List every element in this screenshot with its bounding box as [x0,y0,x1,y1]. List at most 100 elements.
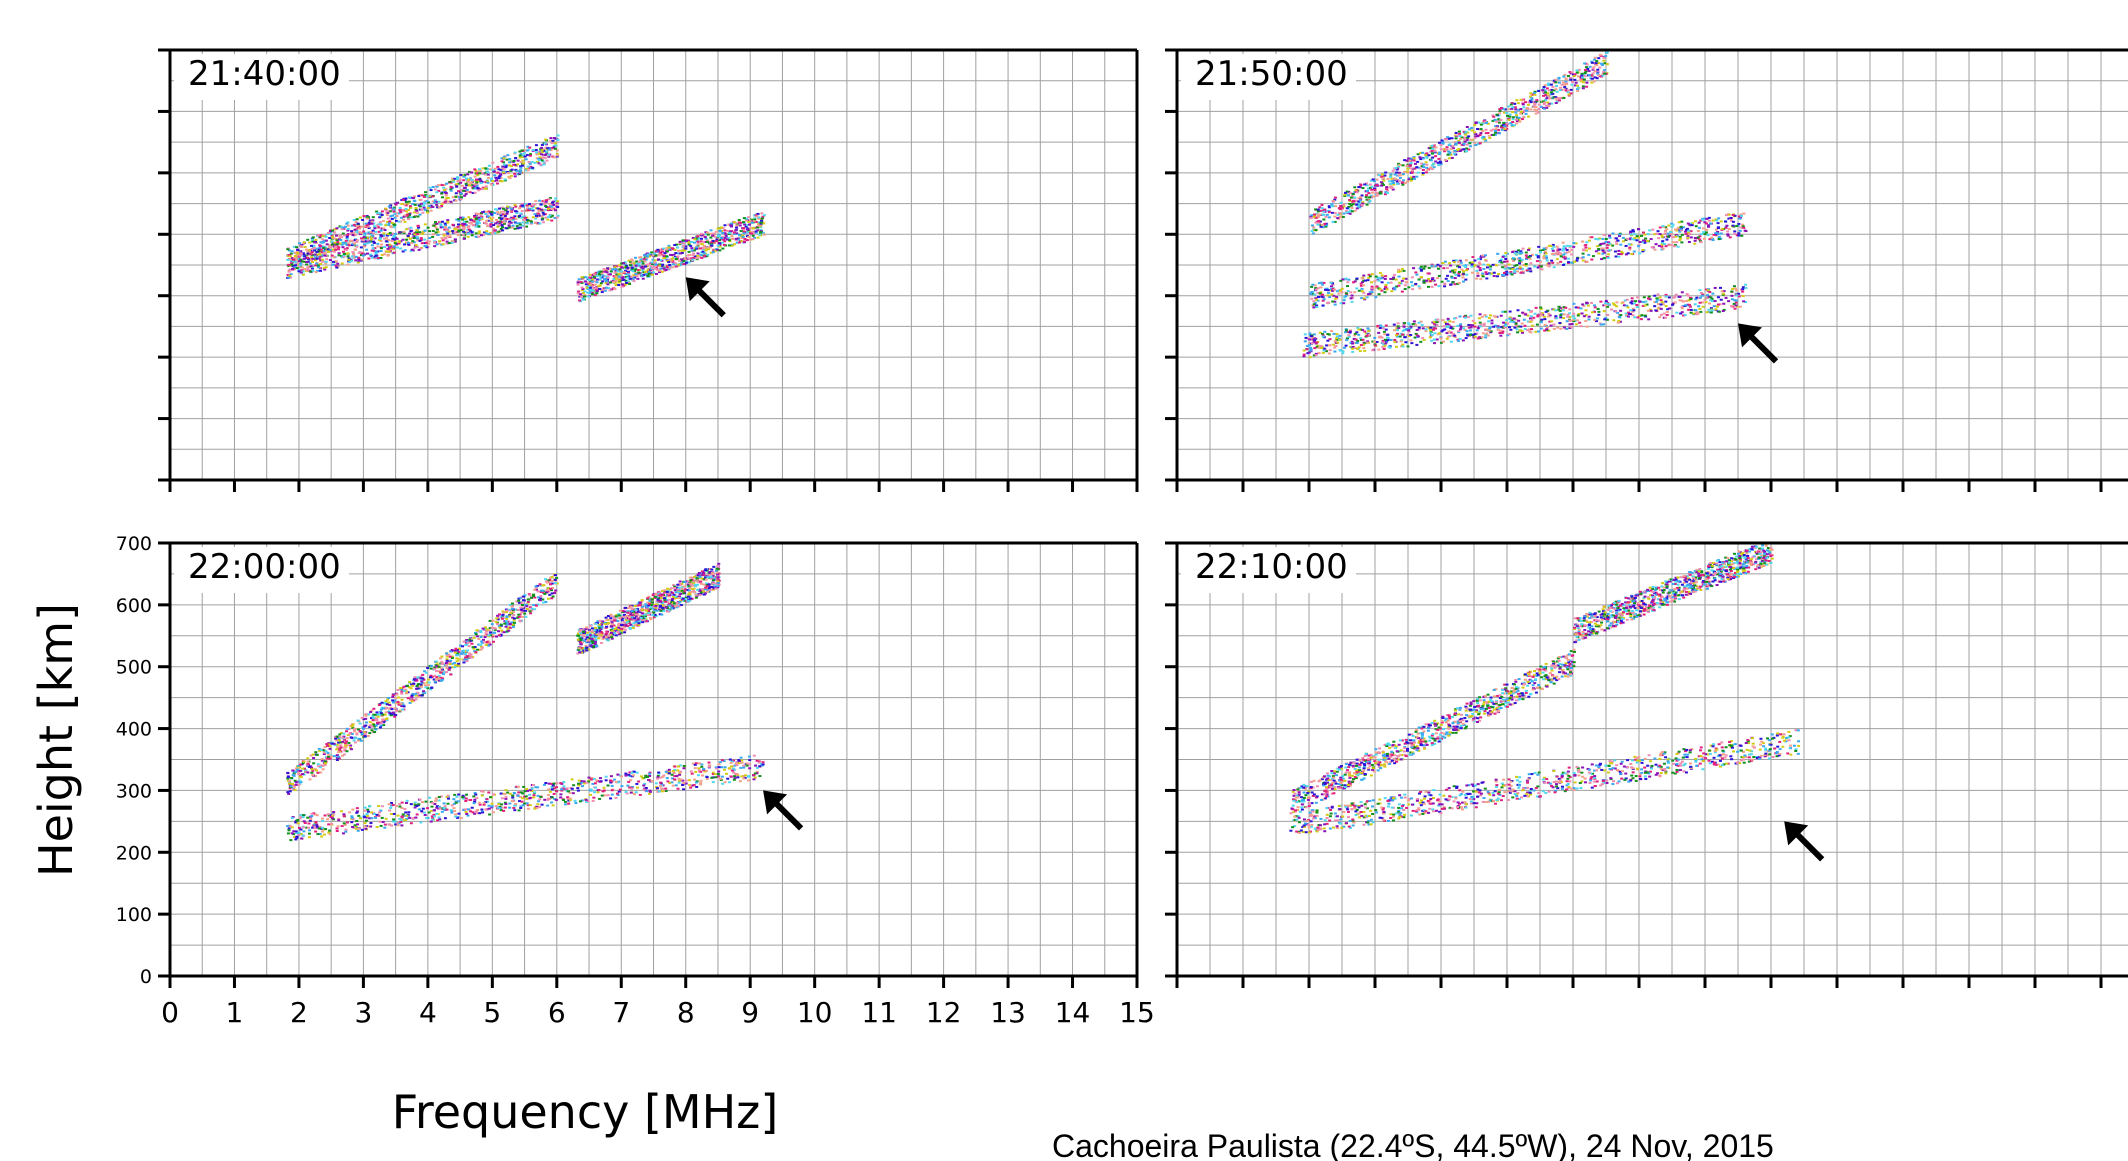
echo-dot [1629,231,1633,234]
echo-dot [1655,232,1659,235]
echo-dot [657,258,661,261]
echo-dot [366,237,370,240]
echo-dot [413,203,417,206]
echo-dot [362,230,366,233]
echo-dot [480,211,484,214]
echo-dot [1671,223,1675,226]
echo-dot [371,219,375,222]
echo-dot [1343,346,1347,349]
echo-dot [408,205,412,208]
echo-dot [1430,285,1434,288]
echo-dot [483,187,487,190]
echo-dot [363,242,367,245]
echo-dot [1348,329,1352,332]
echo-dot [1422,267,1426,270]
echo-dot [691,236,695,239]
echo-dot [1319,344,1323,347]
echo-dot [601,289,605,292]
echo-dot [1316,344,1320,347]
echo-dot [645,255,649,258]
echo-dot [321,254,325,257]
echo-dot [523,149,527,152]
echo-dot [1337,207,1341,210]
echo-dot [358,231,362,234]
echo-dot [293,267,297,270]
echo-dot [1314,288,1318,291]
echo-dot [741,234,745,237]
echo-dot [1419,269,1423,272]
echo-dot [1645,303,1649,306]
echo-dot [1399,332,1403,335]
echo-dot [647,272,651,275]
echo-dot [466,190,470,193]
echo-dot [329,245,333,248]
echo-dot [667,247,671,250]
echo-dot [340,255,344,258]
echo-dot [1449,327,1453,330]
echo-dot [328,230,332,233]
echo-dot [1722,302,1726,305]
echo-dot [373,247,377,250]
echo-dot [1351,345,1355,348]
echo-dot [510,226,514,229]
echo-dot [604,275,608,278]
echo-dot [606,283,610,286]
echo-dot [288,269,292,272]
echo-dot [1431,328,1435,331]
echo-dot [1386,281,1390,284]
echo-dot [748,227,752,230]
echo-dot [614,275,618,278]
echo-dot [1643,314,1647,317]
echo-dot [433,223,437,226]
echo-dot [427,230,431,233]
echo-dot [1331,283,1335,286]
echo-dot [598,272,602,275]
echo-dot [524,158,528,161]
echo-dot [1441,262,1445,265]
echo-dot [358,227,362,230]
echo-dot [1313,339,1317,342]
echo-dot [1424,330,1428,333]
echo-dot [1457,330,1461,333]
echo-dot [678,242,682,245]
echo-dot [415,237,419,240]
echo-dot [1396,322,1400,325]
echo-dot [533,213,537,216]
echo-dot [1421,173,1425,176]
echo-dot [504,227,508,230]
echo-dot [721,231,725,234]
echo-dot [1574,242,1578,245]
echo-dot [1711,300,1715,303]
echo-dot [1530,253,1534,256]
echo-dot [1373,280,1377,283]
echo-dot [1706,294,1710,297]
echo-dot [513,172,517,175]
echo-dot [1597,310,1601,313]
echo-dot [1473,259,1477,262]
echo-dot [1606,313,1610,316]
echo-dot [629,258,633,261]
echo-dot [350,232,354,235]
echo-dot [1539,321,1543,324]
echo-dot [1461,270,1465,273]
echo-dot [422,201,426,204]
echo-dot [303,255,307,258]
echo-dot [1619,314,1623,317]
echo-dot [750,221,754,224]
echo-dot [669,260,673,263]
echo-dot [406,202,410,205]
echo-dot [657,250,661,253]
echo-dot [1439,336,1443,339]
echo-dot [342,254,346,257]
echo-dot [468,222,472,225]
echo-dot [1359,338,1363,341]
echo-dot [1574,306,1578,309]
echo-dot [604,280,608,283]
echo-dot [1572,75,1576,78]
echo-dot [1656,230,1660,233]
echo-dot [596,278,600,281]
echo-dot [1448,320,1452,323]
echo-dot [397,240,401,243]
echo-dot [338,242,342,245]
echo-dot [1461,276,1465,279]
